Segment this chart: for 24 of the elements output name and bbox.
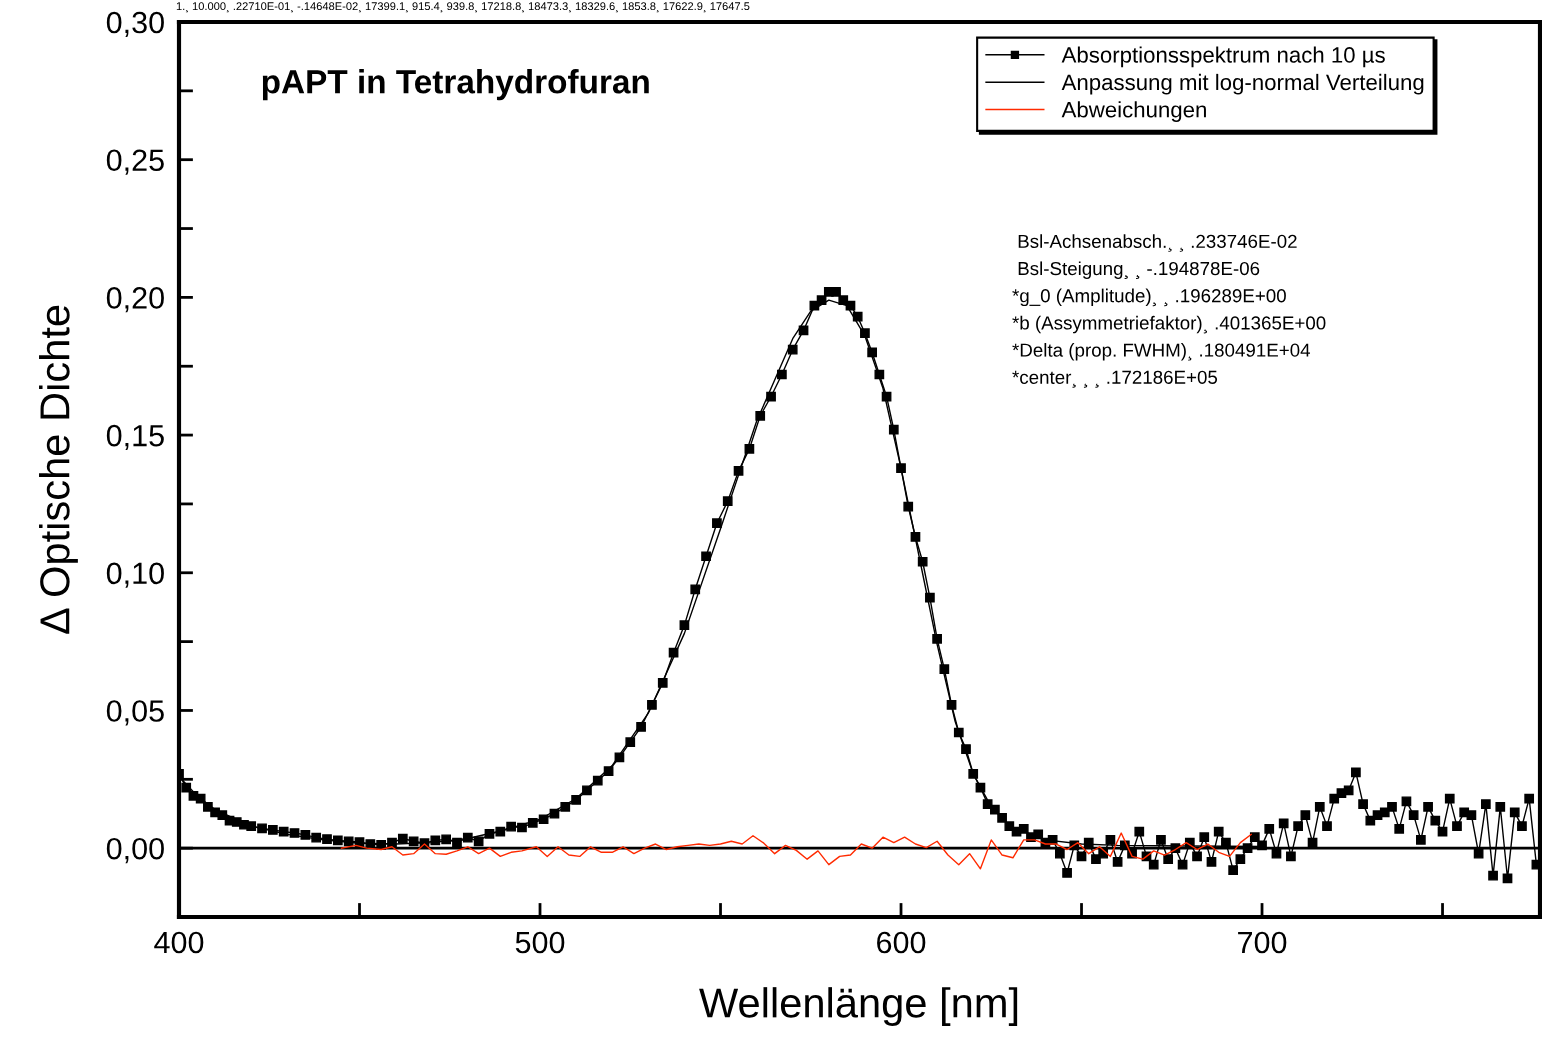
y-tick-label: 0,25 xyxy=(106,149,164,175)
legend-label: Anpassung mit log-normal Verteilung xyxy=(1061,73,1424,95)
y-tick-label: 0,10 xyxy=(106,562,164,588)
annotation: *g_0 (Amplitude)¸ ¸ .196289E+00 xyxy=(1012,288,1286,307)
legend-label: Abweichungen xyxy=(1061,101,1206,122)
text: pAPT in Tetrahydrofuran xyxy=(262,69,649,101)
y-tick-label: 0,15 xyxy=(106,424,164,451)
x-axis-title: Wellenlänge [nm] xyxy=(699,987,1018,1026)
y-tick-label: 0,20 xyxy=(106,287,164,313)
y-tick-label: 0,05 xyxy=(106,700,164,726)
annotation: *b (Assymmetriefaktor)¸ .401365E+00 xyxy=(1012,315,1326,334)
y-axis-title: Δ Optische Dichte xyxy=(39,305,78,634)
annotation: Bsl-Steigung¸ ¸ -.194878E-06 xyxy=(1018,261,1260,279)
annotation: *center¸ ¸ ¸ .172186E+05 xyxy=(1012,370,1218,388)
annotation: Bsl-Achsenabsch.¸ ¸ .233746E-02 xyxy=(1018,234,1297,252)
x-tick-label: 400 xyxy=(154,931,204,954)
legend-label: Absorptionsspektrum nach 10 µs xyxy=(1061,46,1385,68)
x-tick-label: 600 xyxy=(877,931,926,954)
y-tick-label: 0,00 xyxy=(106,837,164,864)
annotation: *Delta (prop. FWHM)¸ .180491E+04 xyxy=(1012,343,1311,361)
x-tick-label: 500 xyxy=(515,931,565,954)
x-tick-label: 700 xyxy=(1238,931,1287,954)
text: 1.¸ 10.000¸ .22710E-01¸ -.14648E-02¸ 17399.1¸ 915.4¸ 939.8¸ 17218.8¸ 18473.3¸ 18329.6¸ 1853.8¸ 17622.9¸ 17647.5 xyxy=(176,2,750,13)
y-tick-label: 0,30 xyxy=(106,11,164,37)
